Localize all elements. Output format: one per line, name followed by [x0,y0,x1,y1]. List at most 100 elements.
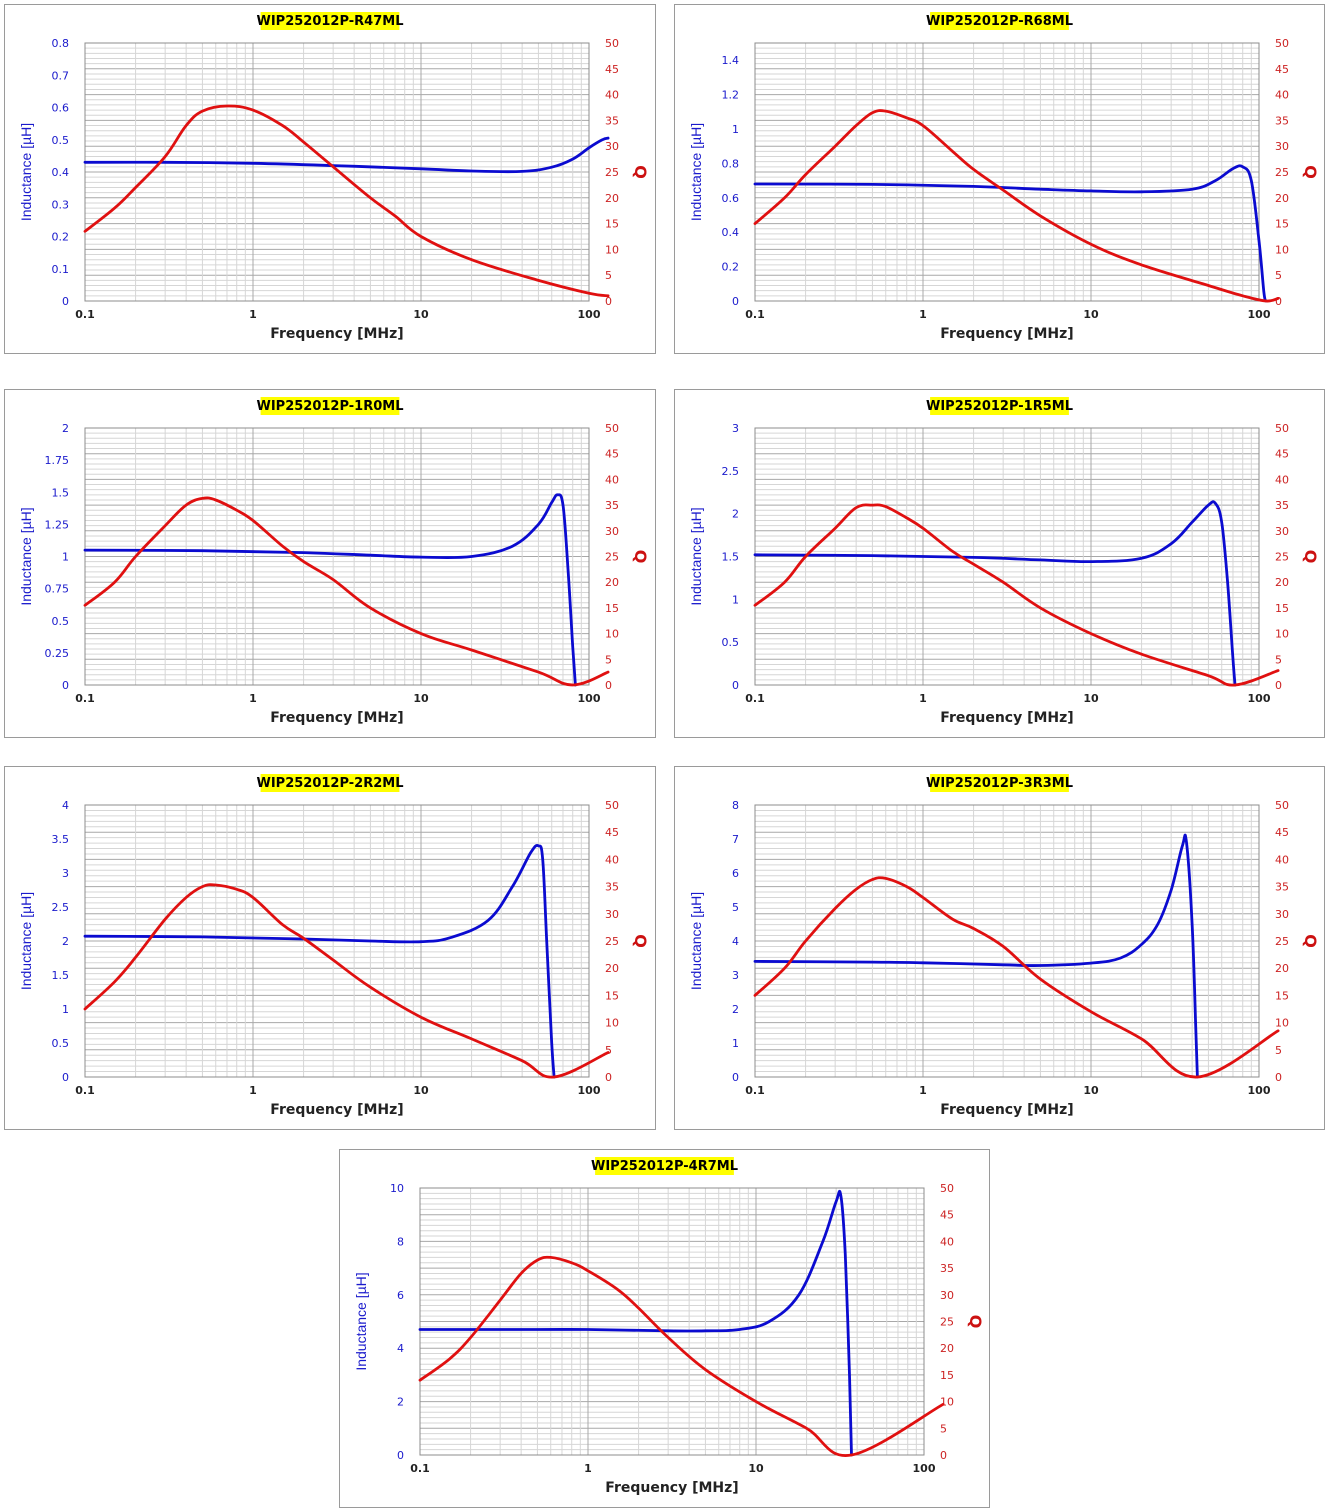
y-left-tick-label: 8 [732,799,739,812]
plot-area-frame [84,804,590,1078]
y-right-tick-label: 45 [605,63,619,76]
y-left-axis-label: Inductance [µH] [688,507,704,605]
y-right-tick-label: 30 [605,908,619,921]
chart-panel: WIP252012P-3R3ML 0 1 2 3 4 5 6 7 8 0 5 10 15 20 25 30 35 4… [674,766,1325,1130]
chart-svg: WIP252012P-3R3ML012345678051015202530354… [688,774,1320,1118]
y-right-tick-label: 25 [605,551,619,564]
x-tick-label: 100 [1248,1084,1271,1097]
y-left-tick-label: 8 [397,1235,404,1248]
y-left-tick-label: 1.2 [722,89,740,102]
y-right-tick-label: 40 [605,853,619,866]
y-right-tick-label: 30 [1275,525,1289,538]
y-left-tick-label: 1.5 [722,551,740,564]
x-axis-label: Frequency [MHz] [605,1480,738,1496]
y-right-tick-label: 50 [1275,799,1289,812]
x-axis-label: Frequency [MHz] [270,326,403,342]
x-tick-label: 100 [913,1462,936,1475]
inductance-series-line [753,500,1237,687]
y-right-tick-label: 45 [940,1209,954,1222]
x-axis-label: Frequency [MHz] [270,1102,403,1118]
y-left-axis-label: Inductance [µH] [18,507,34,605]
y-right-tick-label: 0 [1275,679,1282,692]
chart-title: WIP252012P-2R2ML [257,774,404,792]
y-left-tick-label: 1.4 [722,54,740,67]
chart-title-text: WIP252012P-R47ML [257,14,404,29]
x-tick-label: 0.1 [75,308,95,321]
plot-area-frame [419,1187,925,1456]
y-left-tick-label: 0 [732,1071,739,1084]
y-left-tick-label: 2 [732,1003,739,1016]
chart-title-highlight [260,12,400,30]
y-right-axis-label: Q [631,165,650,179]
y-right-tick-label: 10 [1275,243,1289,256]
x-tick-label: 1 [919,308,927,321]
x-tick-label: 0.1 [745,308,765,321]
x-tick-label: 1 [919,692,927,705]
chart-panel: WIP252012P-2R2ML 0 0.5 1 1.5 2 2.5 3 3.5 4 0 5 10 15 2… [4,766,656,1130]
y-left-tick-label: 3 [732,422,739,435]
y-right-tick-label: 40 [605,473,619,486]
y-right-tick-label: 5 [605,1044,612,1057]
chart-panel: WIP252012P-1R5ML 0 0.5 1 1.5 2 2.5 3 0 5 10 15 20 25 3… [674,389,1325,738]
y-left-tick-label: 1.25 [45,518,70,531]
y-left-tick-label: 1 [62,1003,69,1016]
y-right-tick-label: 35 [1275,114,1289,127]
y-right-axis-label: Q [1301,165,1320,179]
y-left-tick-label: 0.2 [52,231,70,244]
x-axis-label: Frequency [MHz] [940,1102,1073,1118]
y-right-tick-label: 5 [1275,1044,1282,1057]
x-tick-label: 10 [1083,308,1099,321]
y-right-tick-label: 15 [605,218,619,231]
chart-title: WIP252012P-1R5ML [926,397,1073,415]
y-left-tick-label: 0 [732,679,739,692]
x-tick-label: 100 [1248,308,1271,321]
y-left-tick-label: 1 [732,593,739,606]
y-left-tick-label: 0.8 [722,157,740,170]
y-left-tick-label: 1 [732,1037,739,1050]
q-series-line [83,496,610,687]
x-axis-label: Frequency [MHz] [940,710,1073,726]
y-left-tick-label: 3 [732,969,739,982]
y-left-axis-label: Inductance [µH] [18,123,34,221]
y-right-tick-label: 15 [605,602,619,615]
y-right-tick-label: 50 [1275,422,1289,435]
y-left-tick-label: 0.7 [52,69,70,82]
x-tick-label: 10 [748,1462,764,1475]
y-left-tick-label: 0.4 [722,226,740,239]
y-left-tick-label: 5 [732,901,739,914]
y-left-tick-label: 0.1 [52,263,70,276]
y-right-tick-label: 0 [605,295,612,308]
y-right-tick-label: 50 [605,37,619,50]
y-left-tick-label: 1.5 [52,486,70,499]
x-tick-label: 10 [1083,692,1099,705]
y-right-tick-label: 15 [1275,218,1289,231]
y-right-tick-label: 20 [1275,576,1289,589]
y-left-tick-label: 0.3 [52,198,70,211]
y-right-tick-label: 0 [605,1071,612,1084]
inductance-series-line [753,833,1199,1079]
plot-area-frame [754,804,1260,1078]
y-right-tick-label: 35 [1275,881,1289,894]
y-left-tick-label: 0.8 [52,37,70,50]
y-left-tick-label: 6 [732,867,739,880]
inductance-series-line [418,1189,853,1457]
plot-area-frame [84,427,590,686]
x-tick-label: 0.1 [75,692,95,705]
chart-title-highlight [930,12,1069,30]
y-left-tick-label: 7 [732,833,739,846]
x-tick-label: 10 [413,692,429,705]
y-right-tick-label: 10 [605,243,619,256]
y-right-tick-label: 35 [940,1262,954,1275]
plot-area-frame [754,427,1260,686]
grid [84,427,589,686]
y-left-tick-label: 4 [397,1342,404,1355]
y-right-tick-label: 20 [1275,192,1289,205]
y-right-tick-label: 0 [605,679,612,692]
chart-svg: WIP252012P-1R5ML00.511.522.5305101520253… [688,397,1320,726]
y-right-tick-label: 25 [1275,166,1289,179]
plot-area-frame [754,42,1260,302]
y-left-tick-label: 0.6 [722,192,740,205]
y-right-tick-label: 10 [1275,1017,1289,1030]
inductance-series-line [83,136,610,174]
y-right-tick-label: 30 [605,525,619,538]
